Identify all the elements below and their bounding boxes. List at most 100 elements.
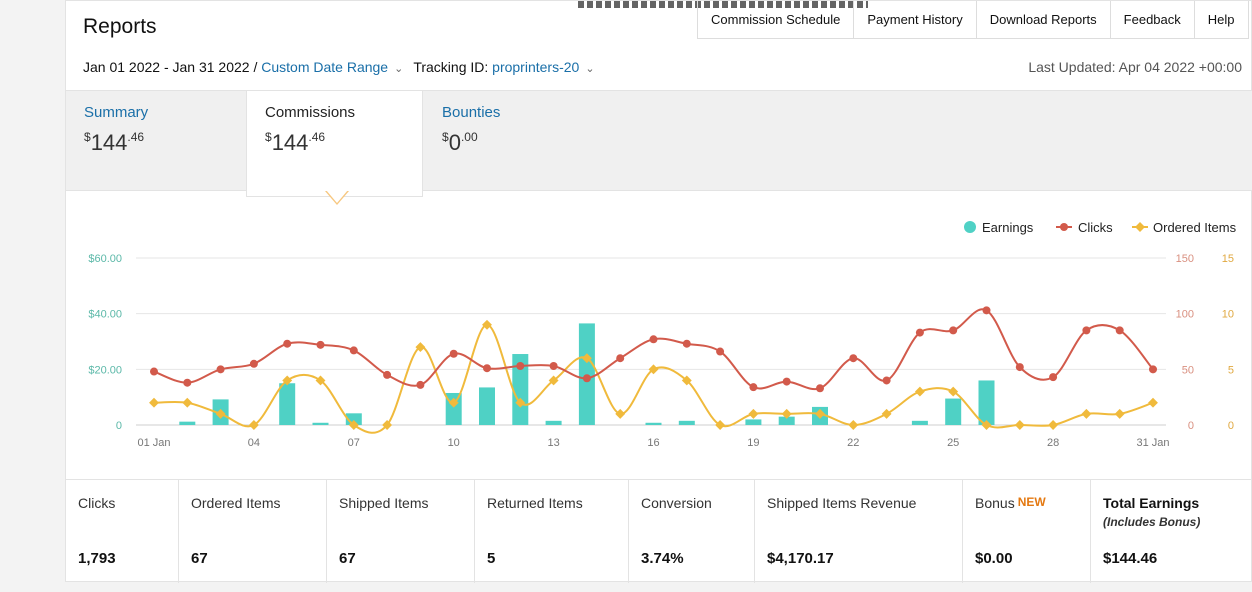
summary-amount: $144.46 [84,130,145,155]
earnings-bar [512,354,529,425]
earnings-bar [645,422,662,425]
stats-bar: Clicks 1,793 Ordered Items 67 Shipped It… [66,479,1252,583]
ordered-items-point [215,408,226,419]
clicks-point [949,326,958,335]
ordered-items-point [748,408,759,419]
y-right-tick-clicks: 0 [1188,420,1194,432]
bounties-amount: $0.00 [442,130,478,155]
legend-clicks-label: Clicks [1078,220,1113,235]
y-right-tick-ordered: 5 [1228,364,1234,376]
tab-commissions[interactable]: Commissions $144.46 [246,91,423,197]
nav-help[interactable]: Help [1195,1,1249,38]
legend-ordered-marker [1135,222,1145,232]
ordered-items-point [781,408,792,419]
clicks-point [582,374,591,383]
clicks-line [153,308,1154,391]
earnings-bar [978,380,995,425]
x-tick-label: 10 [448,437,460,449]
clicks-point [982,306,991,315]
stat-ordered-items: Ordered Items 67 [179,480,327,583]
y-tick-label: $60.00 [88,253,122,265]
chevron-down-icon[interactable]: ⌄ [394,63,404,75]
x-tick-label: 25 [947,437,959,449]
ordered-items-point [548,375,559,386]
stat-shipped-revenue: Shipped Items Revenue $4,170.17 [755,480,963,583]
nav-download-reports[interactable]: Download Reports [977,1,1111,38]
ordered-items-point [282,375,293,386]
filter-bar: Jan 01 2022 - Jan 31 2022 / Custom Date … [83,59,605,75]
y-right-tick-clicks: 100 [1176,309,1194,321]
clicks-point [1149,365,1157,374]
tracking-id-dropdown[interactable]: proprinters-20 [492,59,580,75]
nav-payment-history[interactable]: Payment History [854,1,977,38]
top-nav: Commission Schedule Payment History Down… [697,1,1249,39]
tab-bounties-label: Bounties [442,104,501,121]
y-tick-label: 0 [116,420,122,432]
clicks-point [616,354,625,363]
summary-tabs: Summary $144.46 Commissions $144.46 Boun… [66,90,1252,197]
clicks-point [1115,326,1124,335]
active-tab-caret [325,190,349,205]
earnings-bar [179,421,196,425]
tracking-id-label: Tracking ID: [413,59,493,75]
new-badge: NEW [1017,495,1046,509]
earnings-bar [778,416,795,425]
clicks-point [716,347,725,356]
tab-bounties[interactable]: Bounties $0.00 [424,91,604,190]
x-tick-label: 16 [647,437,659,449]
tab-commissions-label: Commissions [265,104,356,121]
clicks-point [649,335,658,344]
clicks-point [183,378,192,387]
clicks-point [349,346,358,355]
clicks-point [749,383,758,392]
earnings-bar [545,420,562,425]
y-right-tick-ordered: 0 [1228,420,1234,432]
ordered-items-point [515,397,526,408]
stat-conversion: Conversion 3.74% [629,480,755,583]
earnings-bar [678,420,695,425]
ordered-items-point [881,408,892,419]
date-range-dropdown[interactable]: Custom Date Range [261,59,389,75]
earnings-bar [345,413,362,425]
nav-commission-schedule[interactable]: Commission Schedule [698,1,855,38]
ordered-items-point [482,319,492,330]
y-right-tick-clicks: 50 [1182,364,1194,376]
x-tick-label: 13 [547,437,559,449]
clicks-point [516,361,525,370]
ordered-items-point [648,364,659,375]
clicks-point [549,361,558,370]
earnings-bar [945,398,962,425]
y-tick-label: $40.00 [88,309,122,321]
watermark [578,1,868,8]
clicks-point [682,339,691,348]
clicks-point [882,376,891,385]
commissions-amount: $144.46 [265,130,326,155]
x-tick-label: 04 [248,437,260,449]
ordered-items-point [715,420,726,430]
ordered-items-point [1114,408,1125,419]
clicks-point [316,340,325,349]
clicks-point [483,364,491,373]
clicks-point [915,328,924,337]
ordered-items-point [1014,420,1025,430]
clicks-point [1049,373,1058,382]
clicks-point [449,349,458,358]
earnings-bar [911,420,928,425]
earnings-bar [745,419,762,425]
ordered-items-point [848,420,859,430]
chevron-down-icon[interactable]: ⌄ [585,63,595,75]
ordered-items-point [1081,408,1092,419]
tab-summary[interactable]: Summary $144.46 [66,91,246,190]
nav-feedback[interactable]: Feedback [1111,1,1195,38]
ordered-items-point [182,397,193,408]
x-tick-label: 31 Jan [1136,437,1169,449]
reports-card: Reports Commission Schedule Payment Hist… [65,0,1252,583]
earnings-bar [578,323,595,425]
clicks-point [283,339,292,348]
clicks-point [150,367,158,376]
stat-total-earnings: Total Earnings (Includes Bonus) $144.46 [1103,495,1201,567]
clicks-point [782,377,791,386]
legend-earnings-label: Earnings [982,220,1034,235]
y-right-tick-clicks: 150 [1176,253,1194,265]
stat-bonus: Bonus NEW $0.00 [963,480,1091,583]
